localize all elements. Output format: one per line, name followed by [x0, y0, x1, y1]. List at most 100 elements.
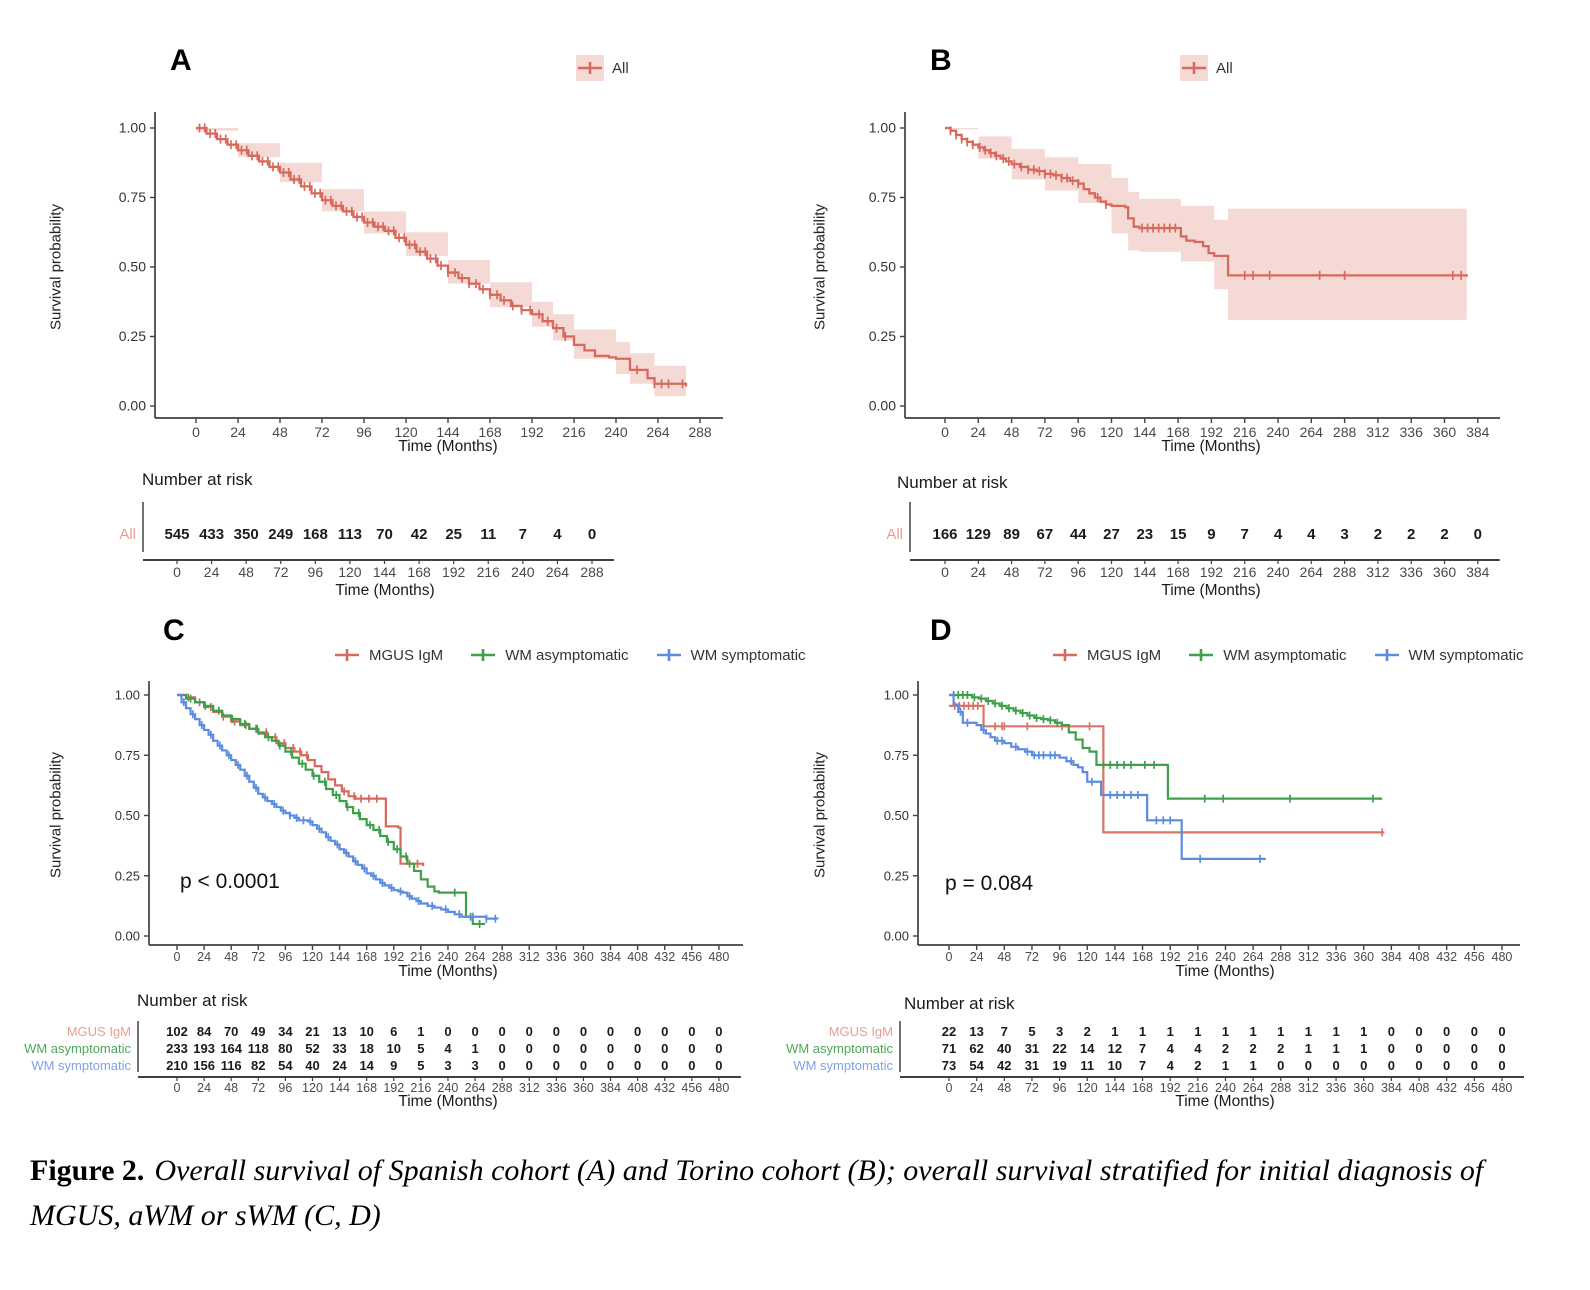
- svg-text:24: 24: [971, 424, 987, 440]
- risk-count: 2: [1194, 1058, 1201, 1073]
- legend-key-icon: [576, 55, 604, 81]
- legend-label: All: [612, 59, 629, 77]
- risk-count: 0: [1388, 1041, 1395, 1056]
- svg-text:0.75: 0.75: [115, 748, 140, 763]
- risk-count: 433: [199, 526, 224, 543]
- panel-c-letter: C: [163, 614, 185, 647]
- figure-caption: Figure 2. Overall survival of Spanish coh…: [30, 1148, 1564, 1238]
- risk-count: 0: [661, 1041, 668, 1056]
- risk-count: 15: [1170, 526, 1187, 543]
- svg-text:288: 288: [688, 424, 712, 440]
- svg-text:96: 96: [356, 424, 372, 440]
- risk-count: 0: [1498, 1041, 1505, 1056]
- panel-d-pvalue: p = 0.084: [945, 872, 1034, 895]
- svg-text:480: 480: [708, 1081, 729, 1095]
- risk-count: 34: [278, 1024, 293, 1039]
- legend-label: All: [1216, 59, 1233, 77]
- ci-band: [945, 128, 1467, 320]
- svg-text:0.25: 0.25: [119, 328, 146, 344]
- svg-text:0: 0: [192, 424, 200, 440]
- svg-text:216: 216: [410, 1081, 431, 1095]
- svg-text:120: 120: [1100, 564, 1124, 580]
- svg-text:216: 216: [477, 564, 501, 580]
- legend-item: MGUS IgM: [1051, 642, 1161, 668]
- svg-text:72: 72: [273, 564, 289, 580]
- svg-text:144: 144: [1133, 424, 1157, 440]
- svg-text:0.75: 0.75: [884, 748, 909, 763]
- svg-text:312: 312: [519, 950, 540, 964]
- svg-text:96: 96: [278, 1081, 292, 1095]
- risk-count: 0: [499, 1058, 506, 1073]
- svg-text:288: 288: [492, 950, 513, 964]
- risk-count: 0: [1360, 1058, 1367, 1073]
- panel-D-risk-table: 0 24 48 72 96 120 144 168 192 216 240 264 288 312 336 3…: [786, 1021, 1524, 1095]
- risk-count: 102: [166, 1024, 188, 1039]
- legend-key-icon: [655, 642, 683, 668]
- risk-count: 3: [1056, 1024, 1063, 1039]
- risk-count: 0: [715, 1058, 722, 1073]
- risk-count: 31: [1025, 1041, 1039, 1056]
- svg-text:120: 120: [302, 1081, 323, 1095]
- km-curve: [177, 693, 499, 920]
- svg-text:336: 336: [1326, 1081, 1347, 1095]
- legend-item: All: [576, 55, 629, 81]
- legend-label: MGUS IgM: [1087, 646, 1162, 664]
- risk-count: 1: [1194, 1024, 1201, 1039]
- svg-text:384: 384: [1466, 424, 1490, 440]
- svg-text:192: 192: [1160, 1081, 1181, 1095]
- legend-label: WM asymptomatic: [1223, 646, 1347, 664]
- svg-text:0.75: 0.75: [119, 189, 146, 205]
- risk-count: 2: [1222, 1041, 1229, 1056]
- risk-count: 0: [553, 1058, 560, 1073]
- svg-text:168: 168: [1132, 950, 1153, 964]
- svg-text:240: 240: [1215, 950, 1236, 964]
- svg-text:264: 264: [1243, 1081, 1264, 1095]
- svg-text:72: 72: [251, 1081, 265, 1095]
- risk-count: 3: [1340, 526, 1348, 543]
- panel-C-risk-table: 0 24 48 72 96 120 144 168 192 216 240 264 288 312 336 3…: [24, 1021, 741, 1095]
- svg-text:456: 456: [1464, 950, 1485, 964]
- risk-count: 0: [607, 1041, 614, 1056]
- risk-count: 13: [969, 1024, 983, 1039]
- risk-count: 2: [1440, 526, 1448, 543]
- panel-c-pvalue: p < 0.0001: [180, 870, 280, 893]
- risk-count: 0: [1474, 526, 1482, 543]
- risk-count: 7: [1139, 1058, 1146, 1073]
- km-curve: [177, 693, 425, 867]
- legend-item: WM asymptomatic: [1187, 642, 1347, 668]
- risk-count: 54: [969, 1058, 984, 1073]
- svg-text:360: 360: [573, 950, 594, 964]
- svg-text:240: 240: [1266, 424, 1290, 440]
- legend-key-icon: [1373, 642, 1401, 668]
- risk-count: 9: [390, 1058, 397, 1073]
- panel-b-risk-xlabel: Time (Months): [1161, 582, 1261, 599]
- risk-count: 71: [942, 1041, 956, 1056]
- risk-count: 0: [634, 1041, 641, 1056]
- risk-count: 54: [278, 1058, 293, 1073]
- risk-count: 0: [688, 1058, 695, 1073]
- risk-count: 21: [305, 1024, 319, 1039]
- legend-key-icon: [333, 642, 361, 668]
- risk-count: 0: [1471, 1024, 1478, 1039]
- svg-text:96: 96: [1070, 424, 1086, 440]
- panel-a-xlabel: Time (Months): [398, 438, 498, 455]
- risk-row-label: MGUS IgM: [829, 1024, 893, 1039]
- km-curve: [945, 126, 1468, 277]
- risk-count: 2: [1084, 1024, 1091, 1039]
- risk-count: 1: [1139, 1024, 1146, 1039]
- risk-count: 0: [588, 526, 596, 543]
- risk-count: 84: [197, 1024, 212, 1039]
- svg-text:264: 264: [1300, 564, 1324, 580]
- svg-text:24: 24: [204, 564, 220, 580]
- svg-text:312: 312: [519, 1081, 540, 1095]
- svg-text:408: 408: [627, 950, 648, 964]
- svg-text:360: 360: [1353, 1081, 1374, 1095]
- risk-row-label: MGUS IgM: [67, 1024, 131, 1039]
- svg-text:432: 432: [654, 950, 675, 964]
- svg-text:1.00: 1.00: [869, 120, 896, 136]
- svg-text:264: 264: [546, 564, 570, 580]
- svg-text:192: 192: [520, 424, 544, 440]
- svg-text:288: 288: [580, 564, 604, 580]
- svg-text:192: 192: [1200, 564, 1224, 580]
- svg-text:24: 24: [230, 424, 246, 440]
